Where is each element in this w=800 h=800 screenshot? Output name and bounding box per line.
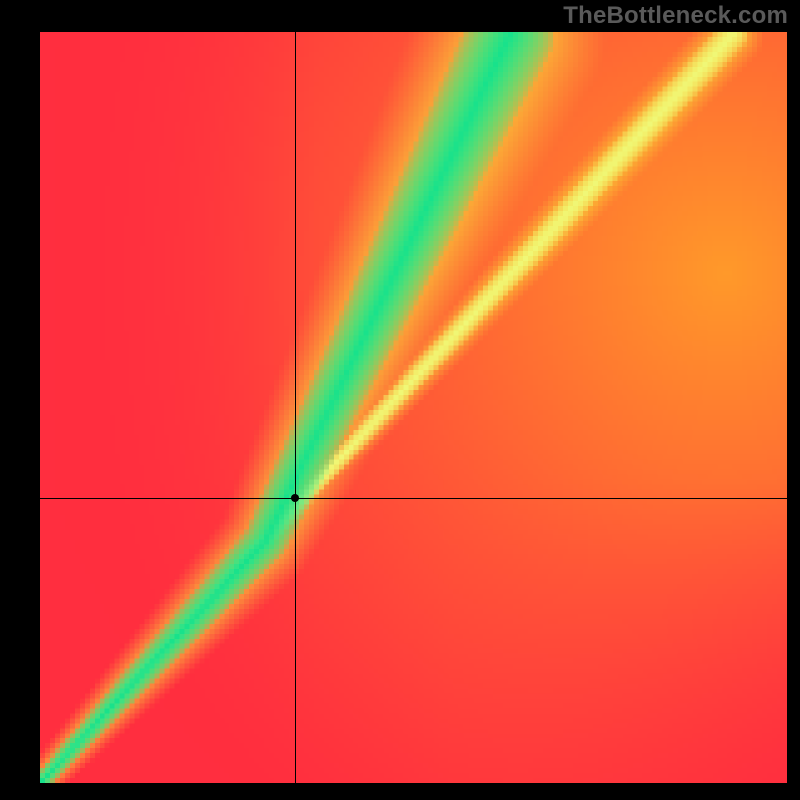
heatmap-canvas [40, 32, 787, 783]
watermark-text: TheBottleneck.com [563, 2, 788, 30]
heatmap-plot [40, 32, 787, 783]
